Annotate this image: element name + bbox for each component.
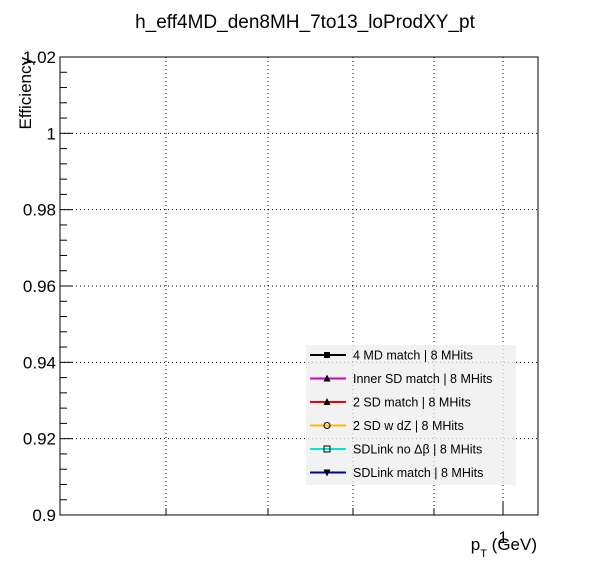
y-tick-label: 1 bbox=[47, 124, 56, 143]
y-tick-label: 0.98 bbox=[23, 201, 56, 220]
legend-label: Inner SD match | 8 MHits bbox=[353, 372, 492, 386]
legend-entry: 2 SD w dZ | 8 MHits bbox=[310, 419, 464, 433]
y-tick-label: 0.96 bbox=[23, 277, 56, 296]
x-axis-label-sub: T bbox=[480, 548, 487, 560]
legend-marker bbox=[324, 352, 330, 358]
y-tick-label: 0.92 bbox=[23, 430, 56, 449]
y-axis-label: Efficiency bbox=[16, 57, 35, 130]
y-tick-label: 1.02 bbox=[23, 48, 56, 67]
legend-entry: 4 MD match | 8 MHits bbox=[310, 349, 473, 363]
y-tick-label: 0.94 bbox=[23, 353, 56, 372]
legend-entry: Inner SD match | 8 MHits bbox=[310, 372, 492, 386]
legend-label: SDLink no Δβ | 8 MHits bbox=[353, 443, 482, 457]
legend-label: 2 SD match | 8 MHits bbox=[353, 396, 471, 410]
legend-entry: SDLink match | 8 MHits bbox=[310, 466, 483, 480]
y-tick-label: 0.9 bbox=[32, 506, 56, 525]
legend-marker bbox=[323, 398, 331, 405]
legend-entry: 2 SD match | 8 MHits bbox=[310, 396, 471, 410]
x-axis bbox=[165, 502, 504, 515]
chart-title: h_eff4MD_den8MH_7to13_loProdXY_pt bbox=[135, 12, 475, 33]
legend-marker bbox=[323, 445, 331, 453]
grid bbox=[60, 57, 538, 515]
x-axis-label: pT (GeV) bbox=[471, 535, 537, 560]
x-axis-label-main: p bbox=[471, 535, 480, 554]
legend-marker bbox=[323, 469, 331, 477]
y-axis: 0.9 0.92 0.94 0.96 0.98 1 1.02 bbox=[23, 48, 73, 525]
legend-marker bbox=[323, 422, 331, 429]
legend-box bbox=[306, 345, 516, 485]
legend-label: 2 SD w dZ | 8 MHits bbox=[353, 419, 464, 433]
x-tick-label: 1 bbox=[498, 528, 507, 547]
x-axis-label-unit: (GeV) bbox=[487, 535, 537, 554]
legend-label: 4 MD match | 8 MHits bbox=[353, 349, 473, 363]
legend: 4 MD match | 8 MHits Inner SD match | 8 M… bbox=[306, 345, 516, 485]
legend-entry: SDLink no Δβ | 8 MHits bbox=[310, 443, 482, 457]
legend-label: SDLink match | 8 MHits bbox=[353, 466, 483, 480]
legend-marker bbox=[323, 374, 331, 382]
